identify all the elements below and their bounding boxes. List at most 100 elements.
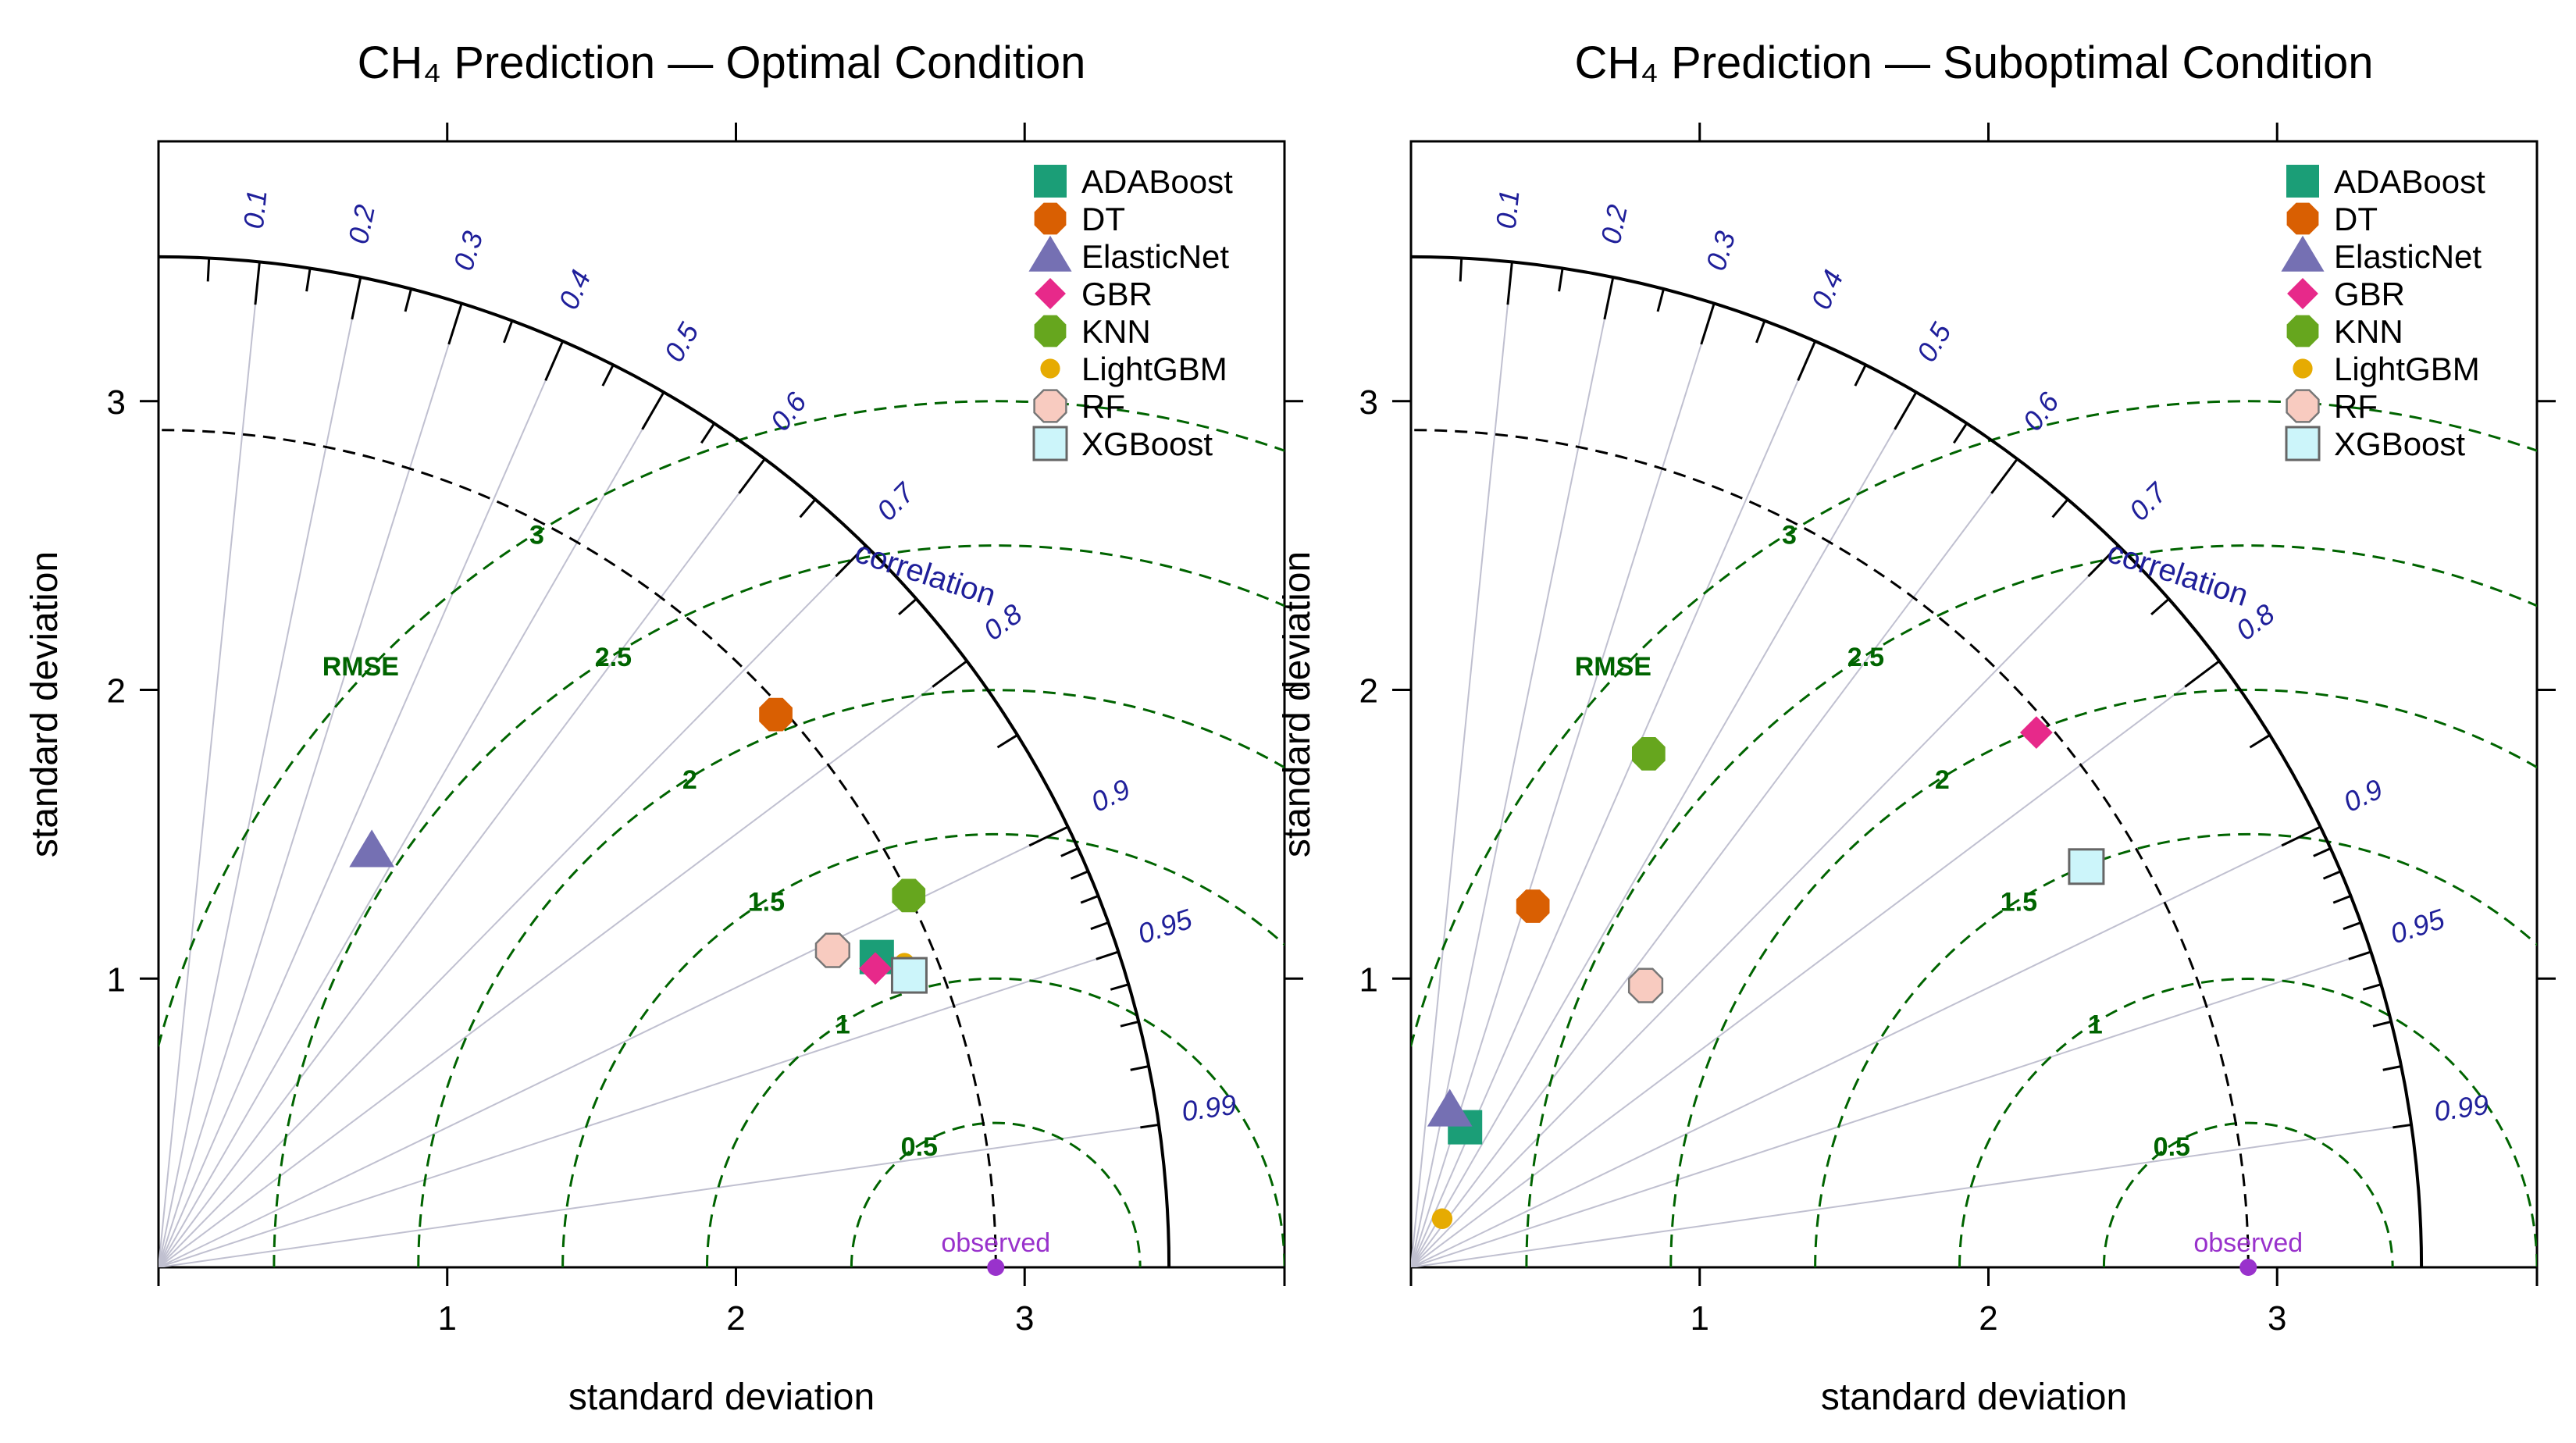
correlation-minor-tick [1140, 1123, 1160, 1129]
legend-label: ElasticNet [2334, 238, 2482, 275]
correlation-radial-line [159, 340, 564, 1267]
y-axis-label: standard deviation [24, 551, 66, 857]
correlation-tick [1506, 262, 1513, 305]
correlation-radial-line [1411, 950, 2371, 1267]
correlation-minor-tick [2322, 870, 2342, 880]
legend-marker-adaboost [1034, 165, 1067, 198]
rmse-contour [561, 833, 1284, 1267]
correlation-tick [1603, 276, 1615, 320]
correlation-radial-line [1411, 303, 1716, 1267]
observed-label: observed [941, 1228, 1050, 1258]
correlation-tick [1755, 320, 1766, 344]
correlation-tick [1096, 950, 1119, 960]
correlation-minor-tick [2343, 921, 2361, 931]
rmse-axis-label: RMSE [322, 652, 399, 682]
legend-label: RF [1081, 388, 1125, 425]
rmse-contour [2102, 1121, 2394, 1267]
chart-title: CH₄ Prediction — Optimal Condition [358, 37, 1086, 88]
legend-label: ADABoost [1081, 163, 1233, 200]
correlation-radial-line [159, 276, 362, 1267]
data-point-xgboost [2068, 848, 2105, 885]
legend-label: RF [2334, 388, 2378, 425]
correlation-minor-tick [2313, 847, 2332, 857]
correlation-tick [641, 391, 665, 430]
correlation-radial-line [159, 303, 463, 1267]
legend-label: XGBoost [1081, 426, 1213, 462]
correlation-tick [996, 734, 1018, 749]
correlation-tick [1894, 391, 1918, 430]
correlation-minor-tick [1080, 894, 1099, 904]
correlation-tick [932, 660, 968, 688]
correlation-tick [1700, 303, 1716, 345]
legend-marker-xgboost [2285, 426, 2321, 461]
correlation-minor-tick [1110, 983, 1129, 991]
legend-marker-rf [1033, 389, 1067, 423]
correlation-tick [2249, 734, 2271, 749]
y-axis-label: standard deviation [1277, 551, 1318, 857]
rmse-contour-label: 2.5 [1847, 643, 1884, 672]
correlation-tick [1028, 825, 1069, 847]
correlation-radial-line [159, 660, 967, 1267]
chart-title: CH₄ Prediction — Suboptimal Condition [1574, 37, 2373, 88]
legend-label: KNN [2334, 313, 2403, 350]
data-point-elasticnet [1427, 1088, 1473, 1127]
observed-sd-arc [159, 429, 997, 1267]
x-tick-label: 3 [2268, 1299, 2286, 1338]
x-tick-label: 3 [1015, 1299, 1034, 1338]
correlation-tick [898, 597, 917, 615]
correlation-radial-line [1411, 660, 2220, 1267]
correlation-tick [2051, 498, 2069, 518]
legend-marker-elasticnet [1028, 235, 1072, 272]
rmse-contour-label: 2 [1935, 765, 1950, 795]
rmse-contour [1958, 977, 2537, 1267]
legend-label: GBR [2334, 276, 2405, 312]
panel-optimal: CH₄ Prediction — Optimal Condition standa… [24, 37, 1303, 1418]
observed-point [987, 1259, 1005, 1276]
observed-sd-arc [1411, 429, 2250, 1267]
legend-marker-rf [2286, 389, 2320, 423]
legend-marker-knn [2286, 315, 2319, 347]
correlation-minor-tick [1060, 847, 1079, 857]
correlation-minor-tick [1090, 921, 1109, 931]
legend-label: KNN [1081, 313, 1151, 350]
correlation-tick [544, 340, 565, 381]
correlation-tick [2184, 660, 2221, 688]
data-point-knn [1632, 737, 1666, 771]
correlation-tick [601, 364, 615, 387]
correlation-radial-line [159, 545, 867, 1267]
correlation-tick [2150, 597, 2170, 615]
legend-label: DT [2334, 201, 2378, 237]
correlation-tick-label: 0.1 [1490, 188, 1526, 230]
correlation-minor-tick [2382, 1065, 2402, 1071]
legend-marker-lightgbm [1040, 358, 1060, 379]
y-tick-label: 2 [1359, 672, 1378, 711]
correlation-tick [1558, 268, 1564, 292]
data-point-lightgbm [1431, 1208, 1453, 1229]
correlation-radial-line [1411, 1124, 2412, 1267]
legend-marker-knn [1034, 315, 1067, 347]
correlation-radial-line [1411, 458, 2018, 1267]
data-point-rf [814, 932, 850, 968]
correlation-radial-line [1411, 545, 2119, 1267]
correlation-tick [835, 544, 867, 578]
rmse-contour [706, 978, 1284, 1267]
correlation-tick-label: 0.99 [2432, 1088, 2491, 1127]
correlation-tick [1990, 458, 2018, 494]
rmse-contour-label: 1 [836, 1010, 850, 1039]
legend-label: XGBoost [2334, 426, 2465, 462]
correlation-tick [2281, 825, 2321, 847]
x-axis-label: standard deviation [568, 1377, 875, 1418]
data-point-elasticnet [349, 829, 395, 868]
correlation-minor-tick [1070, 870, 1089, 880]
correlation-radial-line [159, 1124, 1160, 1267]
correlation-radial-line [1411, 826, 2321, 1267]
y-tick-label: 1 [1359, 960, 1378, 999]
correlation-tick [1854, 364, 1867, 387]
legend-marker-xgboost [1032, 426, 1068, 461]
rmse-axis-label: RMSE [1575, 652, 1651, 682]
correlation-tick-label: 0.1 [237, 188, 273, 230]
legend-label: GBR [1081, 276, 1153, 312]
correlation-tick [1953, 422, 1969, 444]
correlation-tick [2087, 544, 2119, 578]
